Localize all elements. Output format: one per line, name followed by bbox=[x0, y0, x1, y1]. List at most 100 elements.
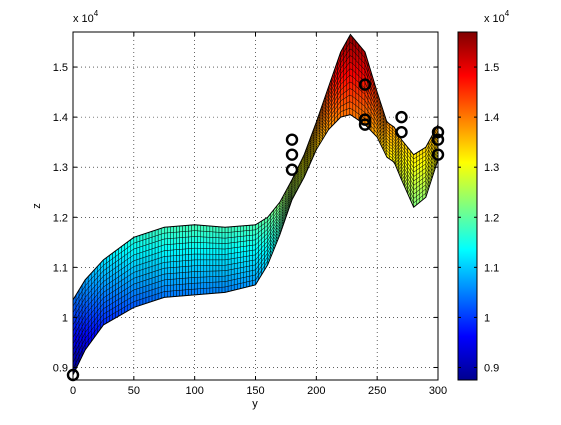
surface-patch bbox=[191, 259, 195, 267]
surface-patch bbox=[179, 243, 183, 250]
surface-patch bbox=[209, 270, 214, 277]
surface-patch bbox=[194, 265, 198, 272]
surface-patch bbox=[233, 257, 238, 264]
surface-patch bbox=[243, 271, 247, 278]
surface-patch bbox=[173, 249, 177, 256]
surface-patch bbox=[224, 232, 229, 239]
surface-patch bbox=[224, 280, 229, 288]
surface-patch bbox=[164, 255, 168, 263]
data-marker bbox=[285, 133, 299, 146]
surface-patch bbox=[179, 283, 183, 291]
surface-patch bbox=[197, 230, 201, 238]
surface-patch bbox=[191, 277, 195, 284]
surface-patch bbox=[230, 268, 235, 276]
surface-patch bbox=[179, 254, 183, 262]
surface-patch bbox=[173, 290, 177, 297]
surface-patch bbox=[203, 242, 208, 249]
surface-patch bbox=[237, 236, 241, 243]
surface-patch bbox=[224, 264, 229, 271]
surface-patch bbox=[200, 282, 205, 289]
surface-patch bbox=[227, 263, 232, 271]
surface-patch bbox=[182, 254, 186, 262]
surface-patch bbox=[209, 242, 214, 249]
surface-patch bbox=[237, 225, 241, 232]
surface-patch bbox=[164, 279, 168, 286]
surface-patch bbox=[200, 230, 205, 238]
surface-patch bbox=[215, 259, 220, 266]
surface-patch bbox=[240, 235, 244, 242]
data-marker bbox=[358, 78, 372, 91]
surface-patch bbox=[200, 259, 205, 266]
y-exponent-label: x 104 bbox=[73, 9, 99, 25]
surface-patch bbox=[233, 231, 238, 238]
surface-patch bbox=[206, 225, 211, 232]
surface-patch bbox=[233, 273, 238, 280]
surface-patch bbox=[221, 275, 226, 282]
surface-patch bbox=[179, 260, 183, 268]
surface-patch bbox=[188, 248, 192, 255]
surface-patch bbox=[203, 287, 208, 295]
surface-patch bbox=[209, 253, 214, 261]
surface-patch bbox=[243, 261, 247, 268]
surface-patch bbox=[203, 230, 208, 238]
y-tick-label: 1.1 bbox=[53, 262, 68, 274]
surface-patch bbox=[182, 272, 186, 279]
surface-patch bbox=[194, 242, 198, 249]
surface-patch bbox=[182, 260, 186, 267]
surface-patch bbox=[227, 242, 232, 249]
surface-patch bbox=[215, 276, 220, 283]
axes-background bbox=[73, 32, 438, 380]
surface-patch bbox=[243, 266, 247, 273]
surface-patch bbox=[176, 284, 180, 291]
surface-patch bbox=[221, 265, 226, 271]
surface-patch bbox=[237, 272, 241, 280]
surface-patch bbox=[197, 253, 201, 261]
surface-patch bbox=[182, 266, 186, 273]
surface-patch bbox=[227, 237, 232, 244]
y-tick-label: 1.2 bbox=[53, 212, 68, 224]
surface-patch bbox=[209, 265, 214, 272]
surface-patch bbox=[191, 253, 195, 261]
surface-patch bbox=[176, 272, 180, 280]
surface-patch bbox=[206, 236, 211, 244]
surface-patch bbox=[237, 277, 241, 285]
surface-patch bbox=[164, 285, 168, 292]
surface-upper-edge bbox=[73, 33, 438, 301]
surface-patch bbox=[176, 266, 180, 274]
colorbar-tick-label: 1.4 bbox=[484, 112, 499, 124]
surface-patch bbox=[206, 231, 211, 238]
surface-patch bbox=[170, 237, 174, 245]
surface bbox=[73, 33, 438, 376]
surface-patch bbox=[170, 273, 174, 280]
surface-patch bbox=[206, 253, 211, 261]
data-marker bbox=[358, 113, 372, 126]
surface-patch bbox=[170, 226, 174, 233]
x-tick-label: 200 bbox=[307, 385, 325, 397]
surface-patch bbox=[224, 275, 229, 282]
surface-patch bbox=[170, 243, 174, 251]
surface-patch bbox=[206, 242, 211, 249]
y-exponent-base: x 10 bbox=[73, 13, 94, 25]
surface-patch bbox=[212, 259, 217, 266]
surface-patch bbox=[227, 247, 232, 255]
surface-patch bbox=[167, 261, 171, 269]
surface-patch bbox=[230, 252, 235, 260]
surface-patch bbox=[188, 230, 192, 238]
colorbar-exponent-base: x 10 bbox=[484, 13, 505, 25]
surface-patch bbox=[185, 242, 189, 250]
surface-patch bbox=[194, 230, 198, 237]
colorbar-exponent-label: x 104 bbox=[484, 9, 510, 25]
surface-patch bbox=[179, 266, 183, 274]
data-marker bbox=[285, 163, 299, 176]
surface-patch bbox=[203, 265, 208, 272]
surface-patch bbox=[200, 236, 205, 243]
surface-patch bbox=[206, 248, 211, 255]
surface-patch bbox=[233, 278, 238, 286]
surface-patch bbox=[200, 225, 205, 232]
surface-patch bbox=[191, 236, 195, 243]
surface-patch bbox=[197, 242, 201, 249]
x-tick-label: 150 bbox=[246, 385, 264, 397]
surface-patch bbox=[164, 291, 168, 298]
surface-patch bbox=[170, 284, 174, 292]
surface-patch bbox=[230, 263, 235, 270]
